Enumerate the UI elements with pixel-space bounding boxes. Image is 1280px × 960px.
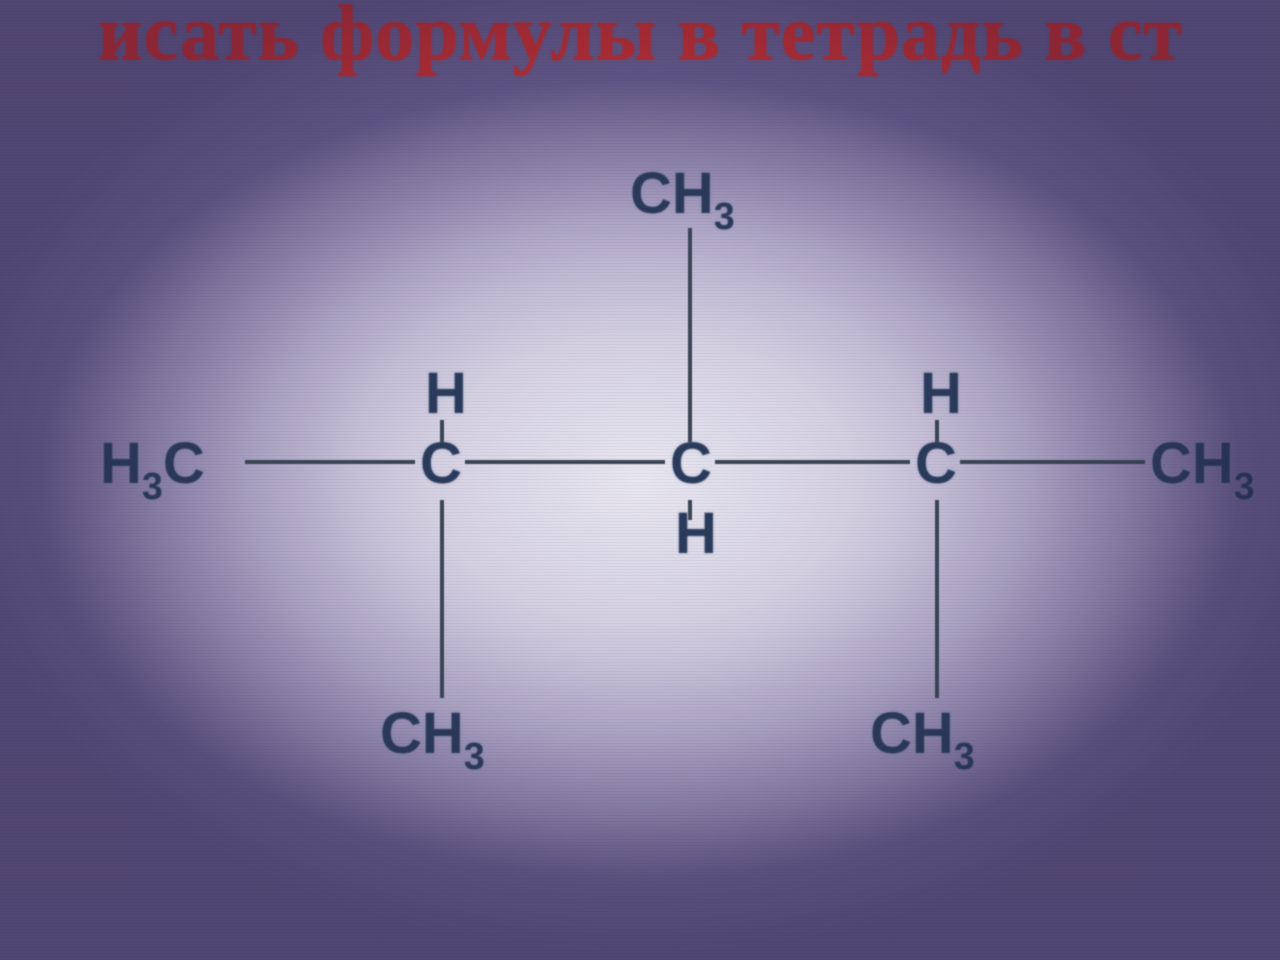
atom-label: CH3 [630,160,735,235]
atom-label: C [670,430,712,497]
atom-label: CH3 [870,700,975,775]
atom-label: H [920,360,962,427]
atom-label: H [675,500,717,567]
header-instruction-text: исать формулы в тетрадь в ст [0,0,1280,78]
page-background: исать формулы в тетрадь в ст H3CHCCH3CH3… [0,0,1280,960]
bond [715,460,910,464]
atom-label: H [425,360,467,427]
atom-label: C [420,430,462,497]
bond [465,460,665,464]
bond [440,500,444,698]
atom-label: H3C [100,430,205,505]
bond [935,500,939,698]
bond [688,228,692,443]
atom-label: C [915,430,957,497]
bond [960,460,1145,464]
atom-label: CH3 [1150,430,1255,505]
bond [245,460,415,464]
atom-label: CH3 [380,700,485,775]
